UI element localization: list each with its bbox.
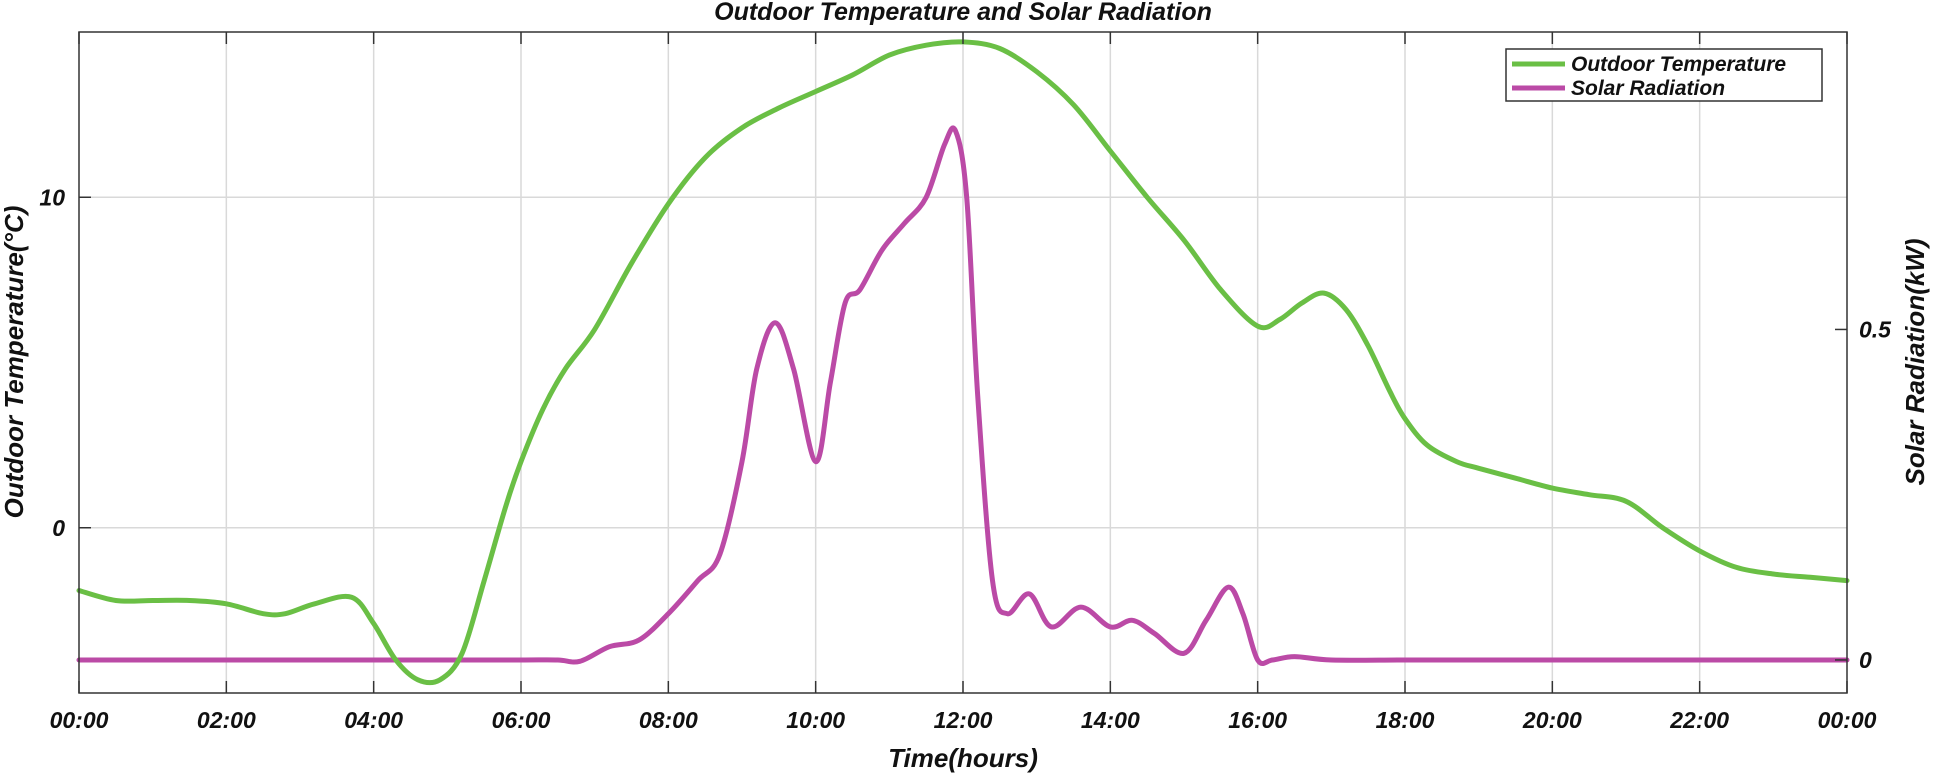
x-tick-label: 14:00 bbox=[1081, 707, 1140, 733]
y-axis-right-title: Solar Radiation(kW) bbox=[1900, 238, 1930, 485]
y-right-tick-label: 0 bbox=[1859, 647, 1872, 673]
x-tick-label: 22:00 bbox=[1669, 707, 1729, 733]
series-lines bbox=[76, 39, 1850, 686]
x-tick-label: 04:00 bbox=[344, 707, 403, 733]
y-axis-left-title: Outdoor Temperature(°C) bbox=[0, 206, 29, 519]
x-axis-title: Time(hours) bbox=[888, 743, 1038, 773]
tick-marks bbox=[78, 32, 1848, 693]
series-line-solar-radiation bbox=[76, 125, 1850, 666]
chart-title: Outdoor Temperature and Solar Radiation bbox=[714, 0, 1212, 26]
legend-box bbox=[1505, 48, 1823, 102]
y-left-tick-label: 0 bbox=[52, 515, 65, 541]
x-tick-label: 10:00 bbox=[786, 707, 845, 733]
y-right-tick-label: 0.5 bbox=[1859, 316, 1892, 342]
x-tick-label: 18:00 bbox=[1376, 707, 1435, 733]
x-tick-label: 00:00 bbox=[1818, 707, 1877, 733]
x-tick-label: 00:00 bbox=[50, 707, 109, 733]
legend: Outdoor Temperature Solar Radiation bbox=[1505, 48, 1823, 102]
x-tick-label: 06:00 bbox=[492, 707, 551, 733]
tick-labels: 00:00 02:00 04:00 06:00 08:00 10:00 12:00 14:00… bbox=[39, 184, 1892, 733]
legend-label-solar-radiation: Solar Radiation bbox=[1571, 77, 1725, 100]
legend-label-outdoor-temperature: Outdoor Temperature bbox=[1571, 53, 1786, 76]
x-tick-label: 02:00 bbox=[197, 707, 256, 733]
x-tick-label: 16:00 bbox=[1228, 707, 1287, 733]
grid-lines bbox=[79, 32, 1847, 693]
x-tick-label: 12:00 bbox=[934, 707, 993, 733]
x-tick-label: 08:00 bbox=[639, 707, 698, 733]
y-left-tick-label: 10 bbox=[39, 184, 65, 210]
x-tick-label: 20:00 bbox=[1522, 707, 1582, 733]
series-line-outdoor-temperature bbox=[76, 39, 1850, 686]
